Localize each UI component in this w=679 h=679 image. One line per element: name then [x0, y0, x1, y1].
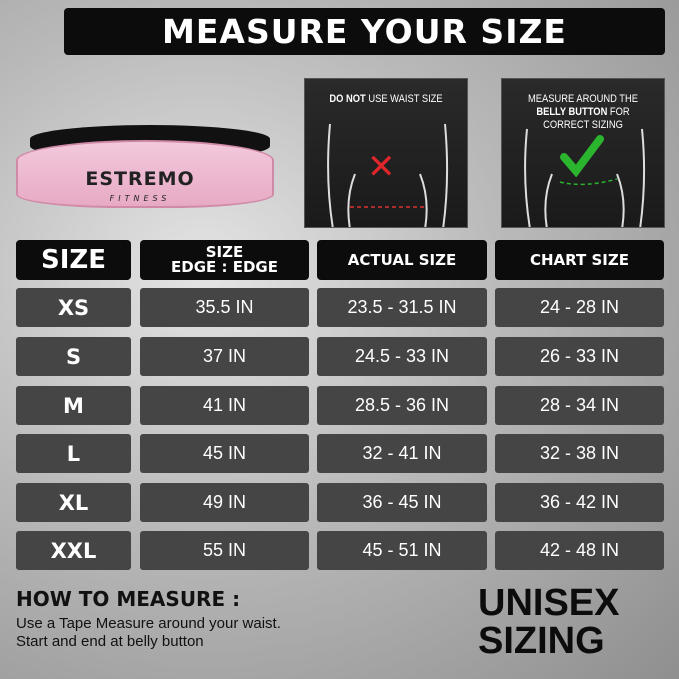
cell-edge-to-edge: 49 IN	[140, 483, 309, 522]
cell-chart-size: 32 - 38 IN	[495, 434, 664, 473]
cell-size: S	[16, 337, 131, 376]
header-line1: SIZE	[205, 243, 244, 261]
cell-actual-size: 23.5 - 31.5 IN	[317, 288, 487, 327]
cell-size: XXL	[16, 531, 131, 570]
cell-size: XL	[16, 483, 131, 522]
unisex-line2: SIZING	[478, 620, 605, 662]
header-size: SIZE	[16, 240, 131, 280]
cell-edge-to-edge: 41 IN	[140, 386, 309, 425]
cell-edge-to-edge: 55 IN	[140, 531, 309, 570]
torso-illustration	[327, 123, 449, 227]
how-to-measure-text: Use a Tape Measure around your waist. St…	[16, 615, 281, 651]
cell-actual-size: 28.5 - 36 IN	[317, 386, 487, 425]
header-actual-size: ACTUAL SIZE	[317, 240, 487, 280]
cell-chart-size: 26 - 33 IN	[495, 337, 664, 376]
torso-illustration	[524, 128, 646, 227]
cell-actual-size: 24.5 - 33 IN	[317, 337, 487, 376]
cell-edge-to-edge: 37 IN	[140, 337, 309, 376]
cell-size: L	[16, 434, 131, 473]
page-title: MEASURE YOUR SIZE	[64, 8, 665, 55]
belt-front	[16, 140, 274, 208]
unisex-sizing-label: UNISEX SIZING	[478, 584, 619, 660]
panel-caption: DO NOT USE WAIST SIZE	[329, 93, 443, 105]
cell-chart-size: 24 - 28 IN	[495, 288, 664, 327]
instruction-line: Use a Tape Measure around your waist.	[16, 615, 281, 632]
cell-edge-to-edge: 45 IN	[140, 434, 309, 473]
cell-chart-size: 36 - 42 IN	[495, 483, 664, 522]
brand-subtitle: FITNESS	[109, 194, 171, 203]
cell-chart-size: 42 - 48 IN	[495, 531, 664, 570]
cell-size: M	[16, 386, 131, 425]
cell-actual-size: 32 - 41 IN	[317, 434, 487, 473]
unisex-line1: UNISEX	[478, 582, 620, 624]
instruction-line: Start and end at belly button	[16, 633, 204, 650]
how-to-measure-title: HOW TO MEASURE :	[16, 587, 241, 611]
brand-logo: ESTREMO	[85, 168, 195, 190]
cell-actual-size: 45 - 51 IN	[317, 531, 487, 570]
x-mark-icon: ✕	[367, 147, 396, 187]
wrong-measure-panel: DO NOT USE WAIST SIZE ✕	[304, 78, 468, 228]
cell-chart-size: 28 - 34 IN	[495, 386, 664, 425]
header-chart-size: CHART SIZE	[495, 240, 664, 280]
cell-size: XS	[16, 288, 131, 327]
check-mark-icon	[560, 135, 604, 178]
header-edge-to-edge: SIZE EDGE : EDGE	[140, 240, 309, 280]
correct-measure-panel: MEASURE AROUND THE BELLY BUTTON FOR CORR…	[501, 78, 665, 228]
cell-edge-to-edge: 35.5 IN	[140, 288, 309, 327]
header-line2: EDGE : EDGE	[171, 258, 278, 276]
panel-caption: MEASURE AROUND THE BELLY BUTTON FOR CORR…	[528, 93, 638, 131]
cell-actual-size: 36 - 45 IN	[317, 483, 487, 522]
